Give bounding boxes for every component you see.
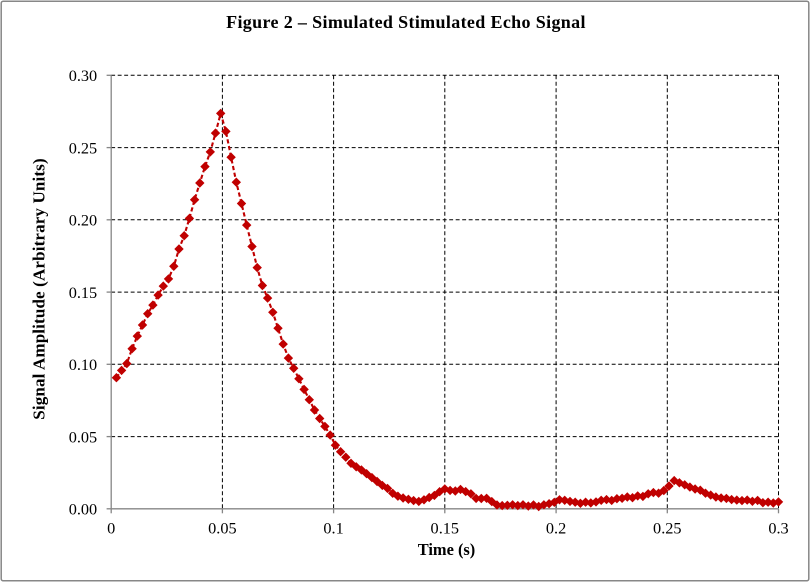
svg-text:0.00: 0.00 (69, 500, 98, 519)
svg-text:0.15: 0.15 (431, 518, 460, 537)
svg-text:0.3: 0.3 (768, 518, 788, 537)
svg-text:0.20: 0.20 (69, 211, 98, 230)
svg-text:0.2: 0.2 (546, 518, 566, 537)
svg-text:0.25: 0.25 (69, 138, 98, 157)
svg-text:0.30: 0.30 (69, 66, 98, 85)
svg-text:0: 0 (107, 518, 115, 537)
svg-text:0.05: 0.05 (69, 427, 98, 446)
svg-text:Time (s): Time (s) (418, 540, 476, 559)
svg-text:0.05: 0.05 (208, 518, 237, 537)
svg-text:0.25: 0.25 (653, 518, 682, 537)
svg-text:0.1: 0.1 (323, 518, 343, 537)
svg-text:0.10: 0.10 (69, 355, 98, 374)
svg-text:0.15: 0.15 (69, 283, 98, 302)
svg-text:Figure 2 – Simulated Stimulate: Figure 2 – Simulated Stimulated Echo Sig… (226, 12, 586, 32)
svg-text:Signal Amplitude (Arbitrary Un: Signal Amplitude (Arbitrary Units) (29, 158, 48, 420)
